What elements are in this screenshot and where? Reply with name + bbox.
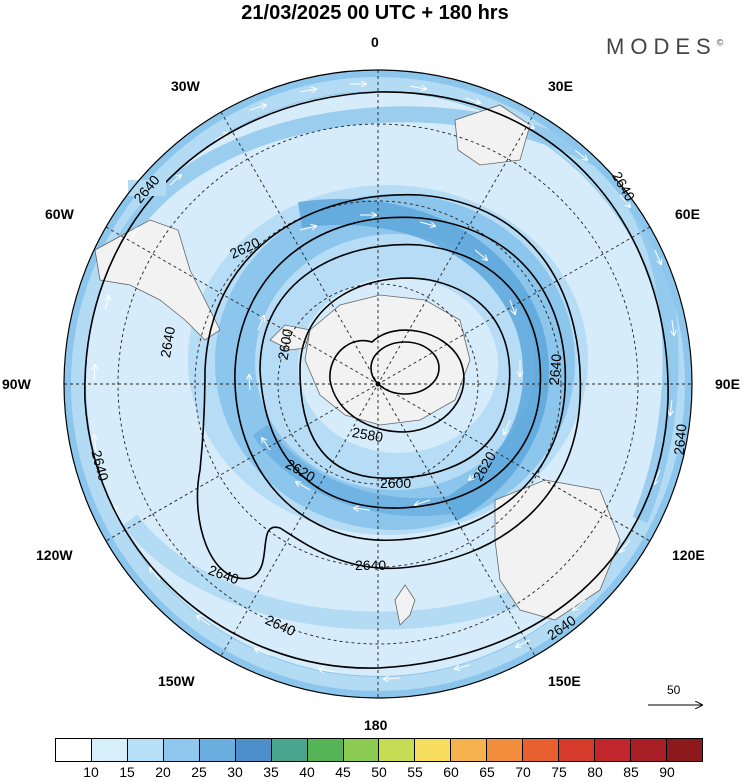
legend-swatch [631,739,667,761]
legend-swatch [487,739,524,761]
legend-swatch [666,739,702,761]
legend-swatch [379,739,416,761]
legend-swatch [56,739,92,761]
lon-label-60e: 60E [675,206,700,222]
wind-vectors [94,84,674,679]
lon-label-0: 0 [371,34,379,50]
lon-label-30e: 30E [548,78,573,94]
contour-label: 2640 [671,423,690,456]
contour-label: 2640 [546,353,565,386]
legend-tick-label: 90 [659,764,675,780]
legend-tick-label: 85 [623,764,639,780]
legend-swatch [235,739,272,761]
legend-tick-label: 15 [119,764,135,780]
south-america-landmass [94,219,221,341]
lon-label-150e: 150E [548,673,581,689]
new-zealand-landmass [394,584,416,626]
contour-2580 [370,341,440,395]
legend-tick-label: 50 [371,764,387,780]
brand-name: MODES [606,34,717,59]
legend-swatch [415,739,452,761]
lon-label-90e: 90E [715,376,740,392]
legend-swatch [523,739,560,761]
legend-swatch [271,739,308,761]
color-scale-legend [55,738,703,762]
legend-swatch [559,739,596,761]
legend-tick-label: 75 [551,764,567,780]
legend-tick-label: 40 [299,764,315,780]
legend-tick-label: 55 [407,764,423,780]
legend-tick-label: 80 [587,764,603,780]
contour-label: 2580 [351,424,385,445]
brand-mark: © [716,37,724,48]
contour-2600 [299,277,511,479]
lon-label-90w: 90W [2,376,31,392]
contour-2580-outer [329,329,465,433]
legend-tick-label: 70 [515,764,531,780]
contour-label: 2600 [275,328,296,362]
lon-label-150w: 150W [158,673,195,689]
brand-logo: MODES© [606,34,723,60]
legend-tick-label: 20 [155,764,171,780]
legend-swatch [91,739,128,761]
lon-label-30w: 30W [171,78,200,94]
legend-swatch [343,739,380,761]
antarctica-landmass [304,294,471,426]
legend-swatch [199,739,236,761]
lon-label-180: 180 [364,717,388,733]
legend-tick-label: 30 [227,764,243,780]
map-title: 21/03/2025 00 UTC + 180 hrs [241,2,509,24]
height-contours [84,91,669,669]
legend-swatch [127,739,164,761]
legend-tick-label: 35 [263,764,279,780]
lon-label-120e: 120E [672,547,705,563]
legend-swatch [163,739,200,761]
reference-vector-label: 50 [667,683,681,697]
contour-2620-b [234,216,567,541]
south-pole-marker [375,381,381,387]
legend-tick-label: 65 [479,764,495,780]
legend-tick-label: 10 [83,764,99,780]
contour-2640-outer [84,91,669,669]
lon-label-120w: 120W [36,547,73,563]
contour-label: 2600 [380,475,411,491]
contour-label: 2640 [157,325,178,359]
lon-label-60w: 60W [45,206,74,222]
contour-2640-inner [196,193,582,580]
legend-swatch [451,739,488,761]
map-border [63,69,693,699]
contour-label: 2640 [88,448,112,482]
legend-swatch [307,739,344,761]
antarctic-peninsula-landmass [269,324,311,351]
contour-2620 [259,243,542,509]
legend-tick-label: 45 [335,764,351,780]
legend-tick-label: 60 [443,764,459,780]
legend-tick-label: 25 [191,764,207,780]
contour-label: 2640 [355,557,386,573]
legend-swatch [595,739,631,761]
